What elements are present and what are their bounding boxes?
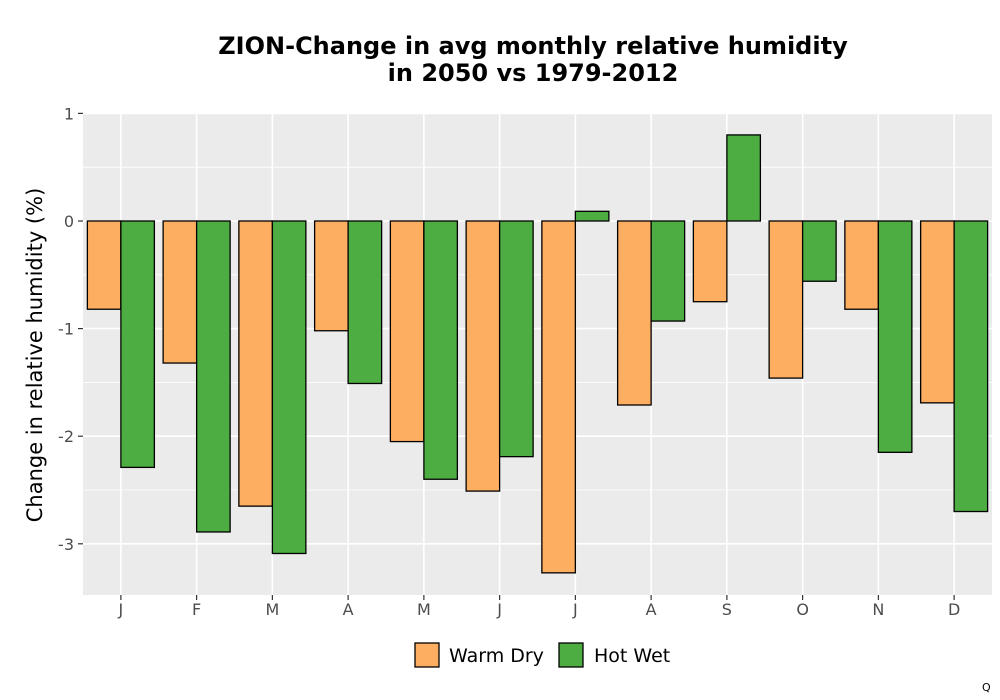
- bar-hot-wet: [801, 220, 837, 282]
- legend: Warm Dry Hot Wet: [414, 642, 670, 668]
- bar-hot-wet: [726, 134, 762, 222]
- bar-warm-dry: [844, 220, 880, 310]
- y-tick-label: -3: [58, 535, 74, 554]
- bar-warm-dry: [389, 220, 425, 443]
- bar-warm-dry: [616, 220, 652, 406]
- bar-warm-dry: [692, 220, 728, 303]
- x-tick-label: O: [796, 600, 809, 619]
- x-tick-label: J: [572, 600, 578, 619]
- bars: [86, 134, 989, 574]
- bar-warm-dry: [313, 220, 349, 332]
- x-tick-label: A: [343, 600, 354, 619]
- x-tick-label: F: [192, 600, 201, 619]
- bar-hot-wet: [877, 220, 913, 453]
- bar-warm-dry: [768, 220, 804, 379]
- chart-title: ZION-Change in avg monthly relative humi…: [218, 32, 848, 60]
- corner-mark: Q: [982, 681, 991, 694]
- legend-label: Warm Dry: [449, 645, 544, 667]
- legend-swatch: [414, 642, 440, 668]
- x-tick-label: S: [722, 600, 732, 619]
- y-tick-label: 0: [64, 212, 74, 231]
- y-tick-label: -2: [58, 427, 74, 446]
- bar-hot-wet: [347, 220, 383, 385]
- bar-warm-dry: [465, 220, 501, 492]
- legend-swatch: [558, 642, 584, 668]
- y-tick-label: 1: [64, 104, 74, 123]
- x-tick-label: J: [496, 600, 502, 619]
- y-tick-label: -1: [58, 320, 74, 339]
- x-tick-label: D: [948, 600, 960, 619]
- bar-hot-wet: [498, 220, 534, 458]
- x-tick-label: M: [417, 600, 431, 619]
- x-tick-label: J: [118, 600, 124, 619]
- bar-hot-wet: [574, 210, 610, 222]
- chart-subtitle: in 2050 vs 1979-2012: [388, 59, 679, 87]
- bar-warm-dry: [919, 220, 955, 404]
- bar-hot-wet: [195, 220, 231, 533]
- x-tick-label: A: [646, 600, 657, 619]
- bar-warm-dry: [162, 220, 198, 364]
- bar-hot-wet: [423, 220, 459, 480]
- bar-hot-wet: [953, 220, 989, 513]
- plot-panel: [83, 114, 992, 595]
- bar-hot-wet: [271, 220, 307, 555]
- bar-hot-wet: [650, 220, 686, 322]
- x-tick-label: N: [872, 600, 884, 619]
- bar-warm-dry: [541, 220, 577, 574]
- legend-label: Hot Wet: [594, 645, 670, 667]
- x-tick-label: M: [265, 600, 279, 619]
- bar-warm-dry: [238, 220, 274, 507]
- bar-hot-wet: [120, 220, 156, 469]
- y-axis: 1 0 -1 -2 -3: [58, 104, 83, 554]
- bar-warm-dry: [86, 220, 122, 310]
- y-axis-title: Change in relative humidity (%): [23, 188, 47, 523]
